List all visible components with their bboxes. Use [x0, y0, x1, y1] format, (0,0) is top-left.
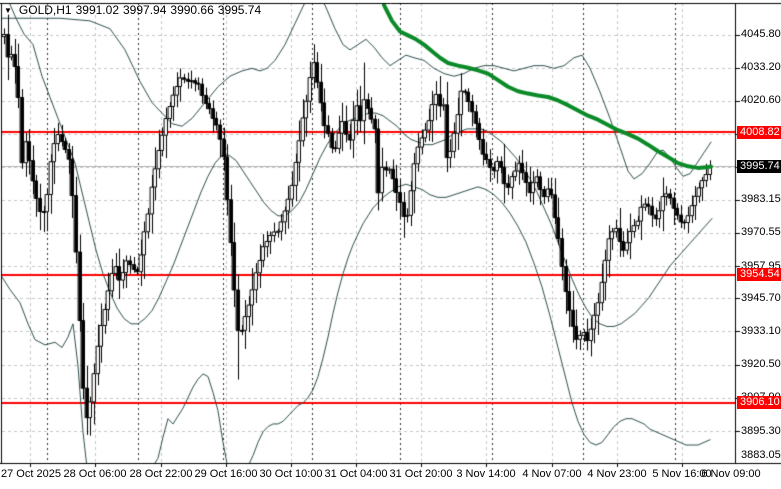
time-axis-label: 3 Nov 14:00 [456, 468, 516, 480]
price-tick-label: 3895.30 [741, 424, 781, 437]
price-level-badge[interactable]: 3954.54 [737, 268, 781, 282]
time-axis-label: 28 Oct 22:00 [129, 468, 193, 480]
ohlc-open-value: 3991.02 [75, 3, 119, 17]
price-tick-label: 3883.05 [741, 448, 781, 461]
time-axis-label: 31 Oct 04:00 [324, 468, 388, 480]
price-tick-label: 4033.20 [741, 61, 781, 74]
time-axis-label: 28 Oct 06:00 [63, 468, 127, 480]
time-axis-label: 4 Nov 07:00 [522, 468, 582, 480]
price-tick-label: 3945.70 [741, 291, 781, 304]
time-axis-label: 29 Oct 16:00 [194, 468, 258, 480]
time-axis-label: 30 Oct 10:00 [259, 468, 323, 480]
current-price-badge: 3995.74 [737, 159, 781, 173]
price-level-badge[interactable]: 3906.10 [737, 396, 781, 410]
ohlc-low-value: 3990.66 [170, 3, 214, 17]
price-tick-label: 3920.50 [741, 358, 781, 371]
symbol-period-label: GOLD,H1 [18, 3, 72, 17]
chart-title: ▼ GOLD,H1 3991.02 3997.94 3990.66 3995.7… [4, 3, 261, 17]
price-tick-label: 4045.80 [741, 28, 781, 41]
ohlc-close-value: 3995.74 [217, 3, 262, 17]
ohlc-high-value: 3997.94 [123, 3, 167, 17]
time-axis-label: 4 Nov 23:00 [587, 468, 647, 480]
time-axis-label: 6 Nov 09:00 [701, 468, 761, 480]
time-axis-label: 31 Oct 20:00 [389, 468, 453, 480]
price-level-badge[interactable]: 4008.82 [737, 125, 781, 139]
price-tick-label: 3933.10 [741, 324, 781, 337]
price-tick-label: 3970.55 [741, 226, 781, 239]
collapse-triangle-icon[interactable]: ▼ [4, 5, 12, 15]
price-tick-label: 3983.15 [741, 193, 781, 206]
price-tick-label: 4020.60 [741, 94, 781, 107]
time-axis-label: 27 Oct 2025 [1, 468, 61, 480]
time-axis-label: 5 Nov 16:00 [652, 468, 712, 480]
